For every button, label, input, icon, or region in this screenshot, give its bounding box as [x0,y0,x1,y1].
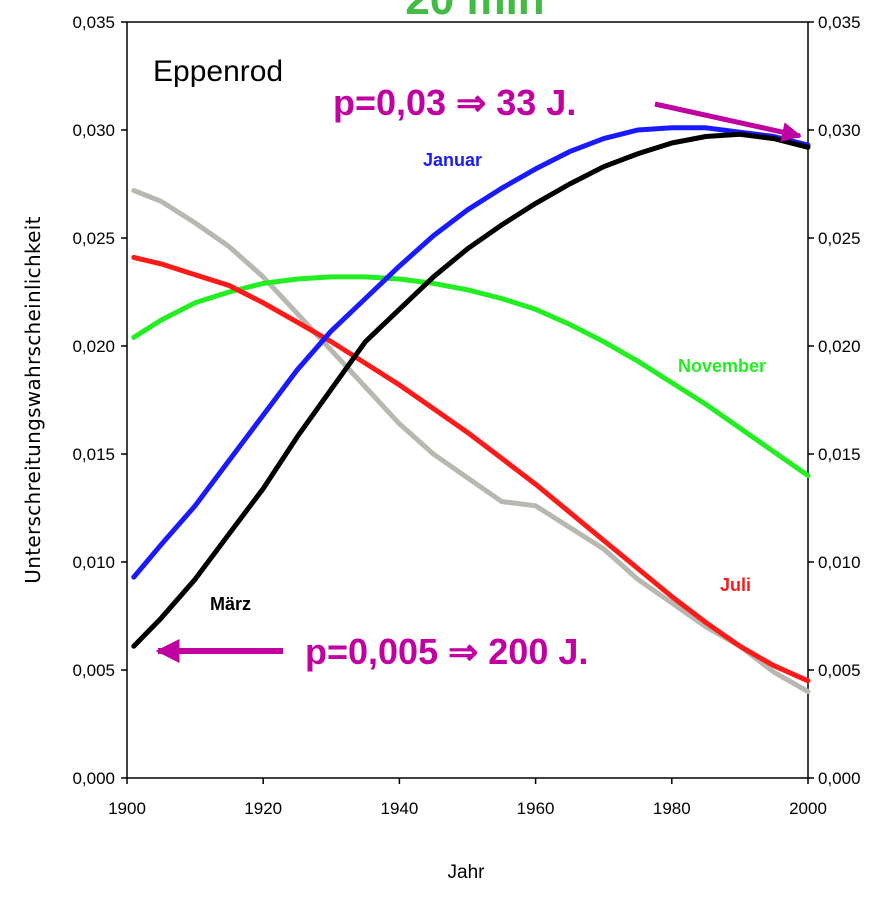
y-tick-label-right: 0,005 [818,661,861,680]
series-lines [131,125,811,695]
y-tick-label-left: 0,010 [72,553,115,572]
y-axis-title: Unterschreitungswahrscheinlichkeit [21,216,45,583]
annotation-low-probability: p=0,005 ⇒ 200 J. [305,631,588,672]
y-tick-label-left: 0,015 [72,445,115,464]
y-tick-label-left: 0,030 [72,121,115,140]
series-line-november [131,274,811,479]
series-label-november: November [678,356,766,376]
annotation-arrow-high [654,101,802,142]
chart-title-fragment: 20 min [405,0,544,24]
y-axis-right: 0,000 0,005 0,010 0,015 0,020 0,025 0,030 0,035 [808,13,861,788]
annotation-high-probability: p=0,03 ⇒ 33 J. [333,82,576,123]
y-tick-label-right: 0,030 [818,121,861,140]
y-tick-label-right: 0,010 [818,553,861,572]
y-tick-label-left: 0,020 [72,337,115,356]
series-label-januar: Januar [423,150,482,170]
series-line-januar [131,125,811,580]
x-tick-label: 1940 [380,799,418,818]
x-tick-label: 2000 [789,799,827,818]
y-tick-label-left: 0,035 [72,13,115,32]
x-tick-label: 1920 [244,799,282,818]
y-tick-label-right: 0,035 [818,13,861,32]
station-label: Eppenrod [153,55,283,88]
y-tick-label-left: 0,005 [72,661,115,680]
x-axis-title: Jahr [448,862,486,883]
x-tick-label: 1980 [653,799,691,818]
plot-area [126,21,809,779]
y-tick-label-right: 0,020 [818,337,861,356]
series-label-juli: Juli [720,575,751,595]
y-tick-label-left: 0,025 [72,229,115,248]
series-line-juli [131,254,811,684]
y-tick-label-right: 0,025 [818,229,861,248]
y-axis-left: 0,000 0,005 0,010 0,015 0,020 0,025 0,030 0,035 [72,13,127,788]
y-tick-label-right: 0,015 [818,445,861,464]
x-axis: 1900 1920 1940 1960 1980 2000 [108,778,827,818]
series-line-mrz [131,131,811,649]
series-line-grey [131,188,811,695]
x-tick-label: 1900 [108,799,146,818]
x-tick-label: 1960 [517,799,555,818]
y-tick-label-right: 0,000 [818,769,861,788]
series-label-maerz: März [210,594,251,614]
y-tick-label-left: 0,000 [72,769,115,788]
